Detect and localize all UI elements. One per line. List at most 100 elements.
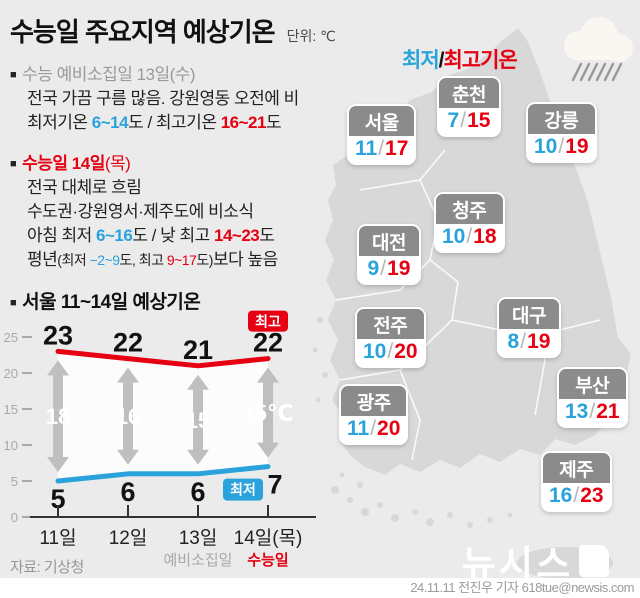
min-badge [223,478,263,501]
exam-max-range: 14~23 [214,226,260,245]
city-temps: 7/15 [439,108,499,135]
city-name: 제주 [543,453,610,483]
legend-separator: / [438,49,445,72]
range-arrow [187,374,209,465]
x-axis-note: 수능일 [247,552,288,567]
city-card-jeonju: 전주 10/20 [355,307,426,368]
city-temps: 13/21 [559,399,626,426]
exam-line3: 아침 최저 6~16도 / 낮 최고 14~23도 [27,226,275,245]
max-value-label: 22 [253,328,283,358]
x-axis-label: 12일 [109,527,148,549]
x-axis-label: 14일(목) [234,527,303,549]
city-temps: 10/19 [528,134,595,161]
city-name: 청주 [436,194,503,224]
x-axis-note: 예비소집일 [163,552,232,567]
range-value-label: 15℃ [242,401,293,426]
normal-min-range: −2~9 [89,252,120,268]
page-title-text: 수능일 주요지역 예상기온 [10,17,276,47]
city-name: 부산 [559,369,626,399]
presoip-line1: 전국 가끔 구름 많음. 강원영동 오전에 비 [27,89,299,108]
range-band [58,351,268,481]
city-name: 강릉 [528,104,595,134]
min-value-label: 7 [267,470,282,500]
range-arrow [47,360,69,472]
max-value-label: 22 [113,328,143,358]
cloud-rain-icon [564,17,633,82]
unit-label: 단위: ℃ [286,28,336,44]
range-value-label: 16 [116,404,140,429]
range-value-label: 18 [46,404,70,429]
city-card-cheongju: 청주 10/18 [434,192,505,253]
city-card-gwangju: 광주 11/20 [339,384,409,445]
x-axis-label: 13일 [179,527,218,549]
bullet-square-icon: ■ [10,158,17,170]
min-value-label: 6 [120,477,135,507]
city-name: 전주 [357,309,424,339]
map-legend: 최저/최고기온 [402,44,518,74]
city-temps: 11/20 [341,416,407,443]
city-name: 대구 [499,299,559,329]
max-badge-label: 최고 [255,314,281,330]
section-exam-heading: ■ 수능일 14일(목) [10,154,131,173]
page-title: 수능일 주요지역 예상기온 단위: ℃ [10,12,336,49]
min-value-label: 5 [50,484,65,514]
min-value-label: 6 [190,477,205,507]
city-card-daegu: 대구 8/19 [497,297,561,358]
y-tick-label: 10 [4,438,18,453]
exam-min-range: 6~16 [96,226,133,245]
y-tick-label: 25 [4,330,18,345]
rain-slashes [571,62,623,82]
presoip-max-range: 16~21 [220,113,267,132]
y-tick-label: 0 [11,510,18,525]
city-card-gangneung: 강릉 10/19 [526,102,597,163]
city-temps: 16/23 [543,483,610,510]
city-name: 대전 [359,226,419,256]
city-temps: 8/19 [499,329,559,356]
city-name: 광주 [341,386,407,416]
y-tick-label: 15 [4,402,18,417]
max-line [55,348,271,369]
footer-strip [0,578,640,598]
section-exam: ■ 수능일 14일(목) 전국 대체로 흐림 수도권·강원영서·제주도에 비소식 … [10,152,278,272]
range-arrow [257,367,279,458]
korea-province-borders [335,149,601,461]
city-card-daejeon: 대전 9/19 [357,224,421,285]
city-card-chuncheon: 춘천 7/15 [437,76,501,137]
range-arrow [117,367,139,465]
bullet-square-icon: ■ [10,297,17,309]
min-badge-label: 최저 [230,482,256,498]
legend-min-label: 최저 [402,49,440,72]
legend-max-label: 최고기온 [443,49,517,72]
exam-line4: 평년(최저 −2~9도, 최고 9~17도)보다 높음 [27,250,278,269]
max-badge [248,310,288,332]
presoip-line2: 최저기온 6~14도 / 최고기온 16~21도 [27,113,282,132]
section-presoip: ■ 수능 예비소집일 13일(수) 전국 가끔 구름 많음. 강원영동 오전에 비… [10,63,299,135]
presoip-min-range: 6~14 [91,113,129,132]
credit-line: 24.11.11 전진우 기자 618tue@newsis.com [410,580,634,595]
bullet-square-icon: ■ [10,69,17,81]
city-name: 서울 [349,106,415,136]
city-temps: 10/20 [357,339,424,366]
y-tick-label: 5 [11,474,18,489]
min-line [55,464,271,484]
newsis-logo-square-icon [579,545,610,577]
city-temps: 11/17 [349,136,415,163]
max-value-label: 23 [43,320,73,350]
exam-line1: 전국 대체로 흐림 [27,178,142,197]
city-temps: 10/18 [436,224,503,251]
exam-line2: 수도권·강원영서·제주도에 비소식 [27,202,254,221]
city-name: 춘천 [439,78,499,108]
city-card-jeju: 제주 16/23 [541,451,612,512]
city-card-seoul: 서울 11/17 [347,104,417,165]
y-tick-label: 20 [4,366,18,381]
source-label: 자료: 기상청 [10,559,84,576]
city-temps: 9/19 [359,256,419,283]
section-presoip-heading: ■ 수능 예비소집일 13일(수) [10,65,196,84]
x-axis-label: 11일 [39,527,76,549]
range-value-label: 15 [186,408,210,433]
chart-heading: ■ 서울 11~14일 예상기온 [10,292,201,313]
normal-max-range: 9~17 [166,252,197,268]
city-card-busan: 부산 13/21 [557,367,628,428]
max-value-label: 21 [183,335,213,365]
